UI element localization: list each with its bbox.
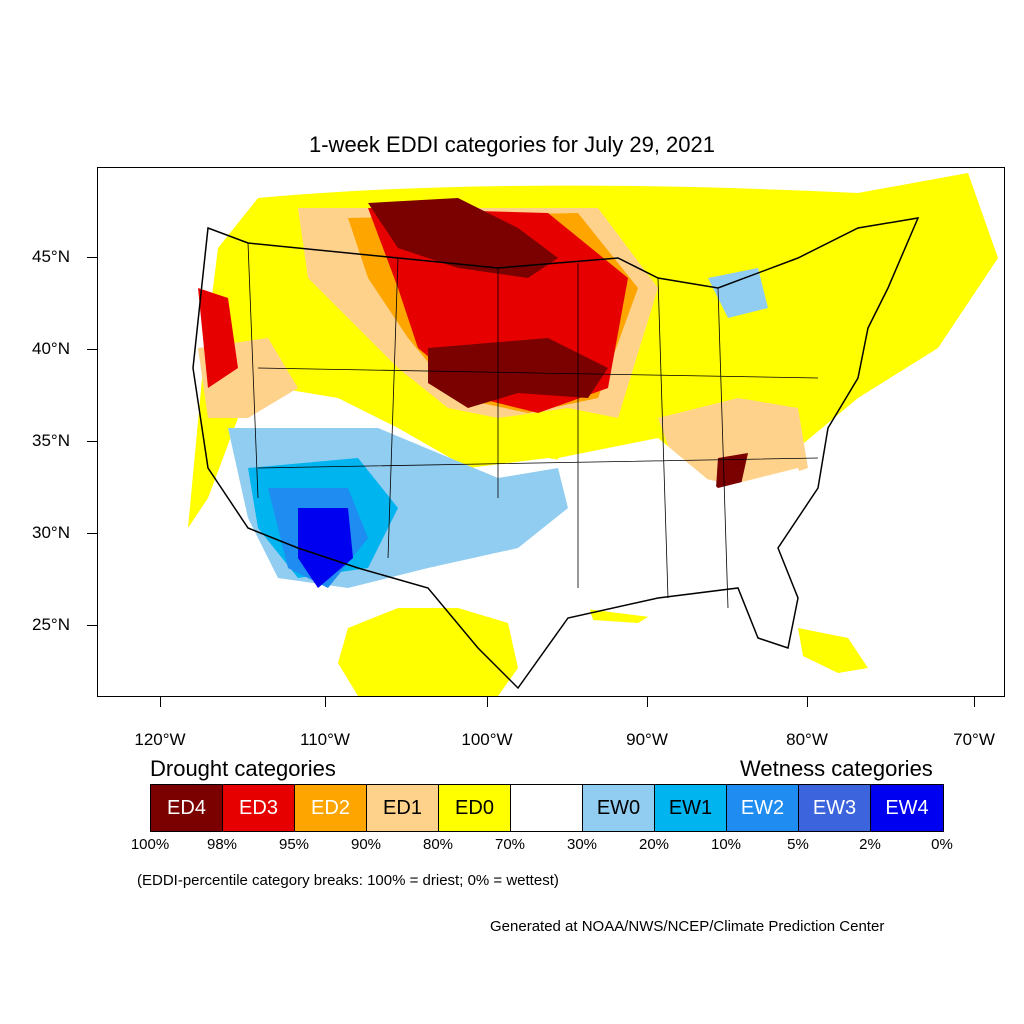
legend-cell-ew4: EW4 [871,785,943,831]
lat-tick [87,533,97,534]
lat-label-40: 40°N [32,339,70,358]
percent-break-label: 100% [130,836,170,853]
lat-tick [87,257,97,258]
wetness-categories-heading: Wetness categories [740,756,933,781]
ed4-region-north [368,198,558,278]
lat-tick [87,625,97,626]
map-title: 1-week EDDI categories for July 29, 2021 [309,132,715,157]
legend-cell-ew0: EW0 [583,785,655,831]
percent-break-label: 30% [566,836,598,853]
percent-break-label: 98% [206,836,238,853]
white-region-southeast [528,438,818,618]
lon-tick [807,697,808,707]
percent-break-label: 80% [422,836,454,853]
percent-break-label: 0% [931,836,953,853]
lat-label-45: 45°N [32,247,70,266]
category-note: (EDDI-percentile category breaks: 100% =… [137,872,559,889]
lat-label-35: 35°N [32,431,70,450]
legend-cell-ew3: EW3 [799,785,871,831]
lon-label-110: 110°W [300,730,350,749]
percent-break-label: 20% [638,836,670,853]
legend-cell-ed0: ED0 [439,785,511,831]
lon-tick [487,697,488,707]
legend-cell-neutral [511,785,583,831]
ew4-region [298,508,353,588]
lat-label-30: 30°N [32,523,70,542]
legend-cell-ew2: EW2 [727,785,799,831]
percent-break-label: 5% [787,836,809,853]
category-legend: ED4 ED3 ED2 ED1 ED0 EW0 EW1 EW2 EW3 EW4 [150,784,944,832]
state-lines [247,242,819,609]
lon-label-70: 70°W [953,730,995,749]
ed3-region-west [198,288,238,388]
legend-cell-ed3: ED3 [223,785,295,831]
lon-tick [647,697,648,707]
lon-label-120: 120°W [134,730,186,749]
lon-tick [325,697,326,707]
legend-cell-ed4: ED4 [151,785,223,831]
percent-break-label: 90% [350,836,382,853]
credit-text: Generated at NOAA/NWS/NCEP/Climate Predi… [490,918,885,935]
percent-break-label: 95% [278,836,310,853]
drought-categories-heading: Drought categories [150,756,336,781]
lon-label-90: 90°W [626,730,668,749]
lon-label-80: 80°W [786,730,828,749]
legend-cell-ed1: ED1 [367,785,439,831]
legend-cell-ew1: EW1 [655,785,727,831]
eddi-map [188,173,998,696]
us-outline [192,217,920,690]
map-frame [97,167,1005,697]
lat-tick [87,349,97,350]
percent-break-label: 70% [494,836,526,853]
lon-tick [974,697,975,707]
ew-region-michigan [708,268,768,318]
lon-tick [160,697,161,707]
lat-tick [87,441,97,442]
percent-break-label: 10% [710,836,742,853]
legend-cell-ed2: ED2 [295,785,367,831]
ed0-region-south [338,608,518,696]
lon-label-100: 100°W [461,730,513,749]
percent-break-label: 2% [859,836,881,853]
ed0-region-florida [798,628,868,673]
ed1-region-east [658,398,808,488]
lat-label-25: 25°N [32,615,70,634]
